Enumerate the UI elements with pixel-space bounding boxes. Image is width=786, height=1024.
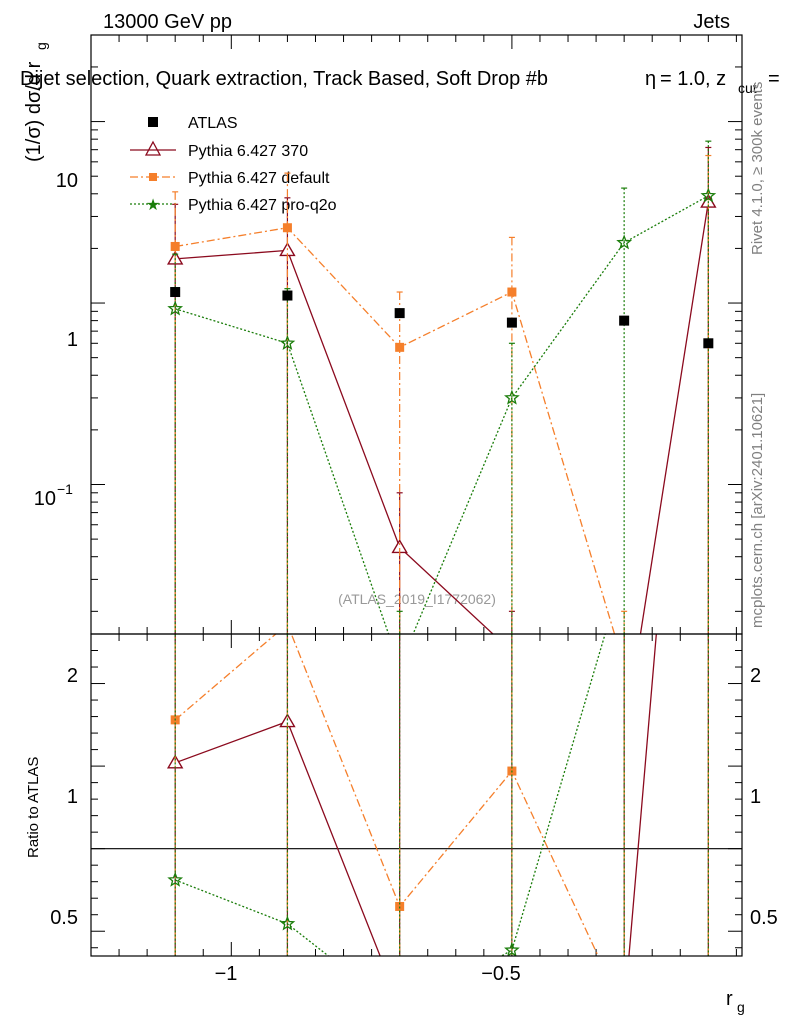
- title-suffix: = 1.0, z: [660, 68, 726, 90]
- legend-marker-370: [144, 140, 162, 156]
- plot-title: Dijet selection, Quark extraction, Track…: [20, 68, 548, 90]
- legend-label-370: Pythia 6.427 370: [188, 143, 308, 160]
- marker-atlas: [619, 315, 630, 326]
- x-tick-label-minus0.5: −0.5: [481, 963, 520, 985]
- ratio-marker-pq2o: [279, 915, 296, 931]
- rivet-label: Rivet 4.1.0, ≥ 300k events: [749, 82, 766, 255]
- marker-atlas: [506, 317, 517, 328]
- ratio-marker-p370: [617, 1006, 631, 1018]
- y-tick-label-0.1-exp: −1: [57, 481, 73, 497]
- legend-label-atlas: ATLAS: [188, 115, 238, 132]
- ratio-marker-pdefault: [620, 1007, 629, 1016]
- marker-atlas: [394, 308, 405, 319]
- marker-pq2o: [279, 334, 296, 351]
- analysis-watermark: (ATLAS_2019_I1772062): [338, 591, 496, 607]
- series-line-p370: [175, 201, 709, 634]
- marker-atlas: [703, 338, 714, 349]
- x-axis-title-sub: g: [737, 999, 745, 1015]
- ratio-panel-content: [91, 634, 742, 1018]
- ratio-tick-label-1-right: 1: [750, 786, 761, 808]
- legend-marker-default: [149, 173, 157, 181]
- marker-atlas: [170, 287, 181, 298]
- ratio-marker-pq2o: [504, 941, 520, 956]
- ratio-line-pq2o: [174, 634, 606, 956]
- x-axis-title: r: [726, 988, 733, 1010]
- y-tick-label-10: 10: [56, 170, 78, 192]
- main-panel-content: [166, 140, 717, 634]
- title-subscript: cut: [738, 80, 757, 96]
- mcplots-label: mcplots.cern.ch [arXiv:2401.10621]: [749, 393, 766, 628]
- ratio-marker-p370: [393, 999, 407, 1011]
- marker-pq2o: [700, 187, 717, 203]
- ratio-marker-pq2o: [167, 871, 184, 887]
- ratio-panel-frame: [90, 633, 743, 957]
- title-end: =: [768, 68, 780, 90]
- legend-marker-atlas: [148, 117, 158, 127]
- ratio-marker-pdefault: [395, 901, 405, 911]
- marker-pdefault: [507, 287, 517, 297]
- marker-atlas: [282, 290, 293, 301]
- title-eta: η: [645, 68, 656, 90]
- legend-label-q2o: Pythia 6.427 pro-q2o: [188, 197, 337, 214]
- ratio-marker-pdefault: [704, 1007, 713, 1016]
- ratio-line-p370: [174, 634, 657, 956]
- y-axis-title-main: (1/σ) dσ/d r: [23, 61, 45, 162]
- marker-pdefault: [170, 241, 180, 251]
- ratio-tick-label-2: 2: [67, 665, 78, 687]
- legend-label-default: Pythia 6.427 default: [188, 170, 330, 187]
- marker-pq2o: [616, 234, 633, 250]
- ratio-tick-label-2-right: 2: [750, 665, 761, 687]
- category-label: Jets: [693, 11, 730, 33]
- series-line-pdefault: [175, 227, 616, 634]
- energy-label: 13000 GeV pp: [103, 11, 232, 33]
- marker-pdefault: [395, 342, 405, 352]
- y-axis-title-main-sub: g: [33, 42, 49, 50]
- legend: ATLAS Pythia 6.427 370 Pythia 6.427 defa…: [130, 115, 337, 214]
- ratio-marker-p370: [505, 1004, 519, 1016]
- marker-pq2o: [167, 300, 184, 316]
- legend-marker-q2o: ★: [146, 197, 160, 214]
- ratio-tick-label-0.5: 0.5: [50, 907, 78, 929]
- series-line-pq2o: [175, 195, 709, 634]
- ratio-tick-label-1: 1: [67, 786, 78, 808]
- y-tick-label-0.1: 10: [34, 488, 56, 510]
- x-tick-label-minus1: −1: [215, 963, 238, 985]
- ratio-tick-label-0.5-right: 0.5: [750, 907, 778, 929]
- ratio-marker-pq2o: [393, 1005, 405, 1017]
- marker-pdefault: [282, 223, 292, 233]
- marker-pq2o: [504, 389, 520, 405]
- y-axis-title-ratio: Ratio to ATLAS: [25, 757, 42, 858]
- ratio-line-pdefault: [174, 634, 599, 956]
- y-tick-label-1: 1: [67, 329, 78, 351]
